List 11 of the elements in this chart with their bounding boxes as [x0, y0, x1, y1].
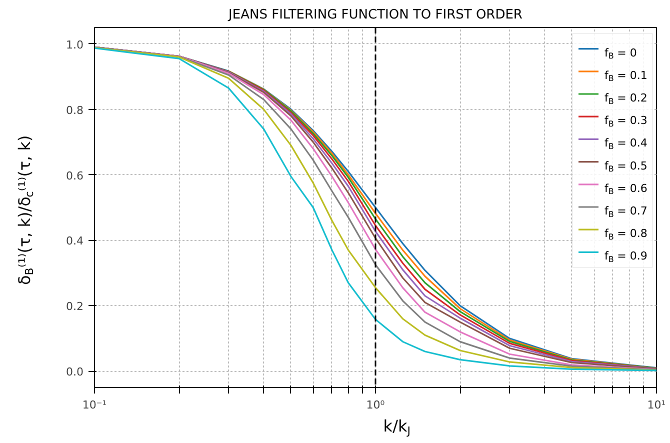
- y-tick-label: 1.0: [66, 38, 84, 52]
- y-tick-label: 0.2: [66, 300, 84, 314]
- x-tick-label: 10⁻¹: [82, 398, 107, 412]
- y-tick-label: 0.0: [66, 366, 84, 379]
- y-tick-label: 0.8: [66, 104, 84, 117]
- y-axis-title: δB⁽¹⁾(τ, k)/δc⁽¹⁾(τ, k): [15, 135, 36, 286]
- y-tick-label: 0.6: [66, 169, 84, 182]
- chart-title: JEANS FILTERING FUNCTION TO FIRST ORDER: [228, 8, 522, 22]
- y-tick-label: 0.4: [66, 234, 84, 248]
- x-tick-label: 10⁰: [366, 398, 386, 412]
- x-tick-label: 10¹: [647, 398, 666, 412]
